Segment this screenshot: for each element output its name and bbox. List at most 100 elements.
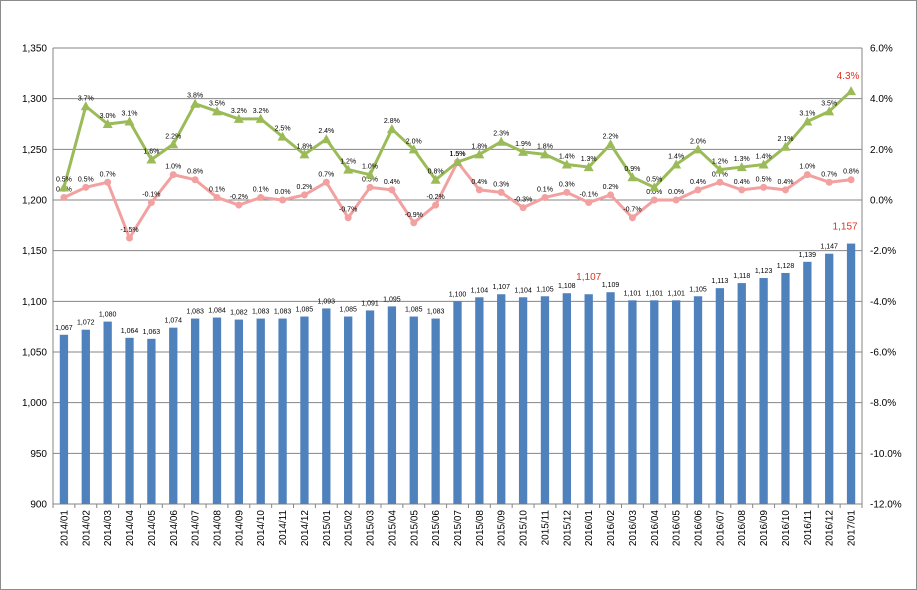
bar-data-label: 1,147 bbox=[820, 244, 838, 251]
triangle-marker bbox=[365, 169, 376, 179]
line-data-label: 0.7% bbox=[821, 171, 837, 178]
line-data-label: 3.7% bbox=[78, 95, 94, 102]
triangle-marker bbox=[168, 139, 179, 149]
triangle-marker bbox=[846, 86, 857, 96]
circle-marker bbox=[541, 193, 549, 201]
bar-data-label: 1,101 bbox=[646, 290, 664, 297]
line-data-label: 1.5% bbox=[450, 151, 466, 158]
line-data-label: 1.3% bbox=[581, 156, 597, 163]
right-axis-tick-label: 2.0% bbox=[870, 145, 893, 156]
line-data-label: 0.4% bbox=[734, 179, 750, 186]
line-data-label: 2.8% bbox=[384, 118, 400, 125]
line-data-label: 1.4% bbox=[668, 154, 684, 161]
x-axis-tick-label: 2016/12 bbox=[825, 510, 836, 547]
bar bbox=[409, 316, 418, 504]
triangle-marker bbox=[408, 144, 419, 154]
circle-marker bbox=[147, 199, 155, 207]
circle-marker bbox=[847, 176, 855, 184]
bar-data-label: 1,108 bbox=[558, 283, 576, 290]
bar bbox=[606, 292, 615, 504]
circle-marker bbox=[607, 191, 615, 199]
line-data-label: -0.1% bbox=[142, 192, 160, 199]
bar bbox=[497, 294, 506, 504]
bar bbox=[693, 296, 703, 504]
bar-data-label: 1,085 bbox=[339, 307, 357, 314]
line-data-label: -0.7% bbox=[339, 207, 357, 214]
right-axis-tick-label: -6.0% bbox=[870, 348, 896, 359]
line-data-label: 3.1% bbox=[799, 110, 815, 117]
bar-data-label: 1,067 bbox=[55, 325, 73, 332]
bar-data-label: 1,064 bbox=[121, 328, 139, 335]
x-axis-tick-label: 2016/01 bbox=[584, 510, 595, 547]
line-data-label: -1.5% bbox=[120, 227, 138, 234]
line-data-label: -0.2% bbox=[230, 194, 248, 201]
bar-data-label: 1,105 bbox=[536, 286, 554, 293]
left-axis-tick-label: 950 bbox=[30, 449, 47, 460]
line-data-label: 1.8% bbox=[471, 143, 487, 150]
circle-marker bbox=[497, 188, 505, 196]
x-axis-tick-label: 2015/07 bbox=[453, 510, 464, 547]
line-data-label: 0.1% bbox=[253, 186, 269, 193]
bar bbox=[147, 338, 156, 504]
bar bbox=[628, 300, 637, 504]
circle-marker bbox=[519, 204, 527, 212]
x-axis-tick-label: 2014/04 bbox=[125, 510, 136, 547]
line-data-label: 1.0% bbox=[362, 164, 378, 171]
bar bbox=[540, 296, 550, 504]
bar bbox=[81, 329, 90, 504]
triangle-marker bbox=[452, 157, 463, 166]
line-data-label: 2.0% bbox=[690, 138, 706, 145]
triangle-marker bbox=[124, 116, 135, 126]
circle-marker bbox=[191, 176, 199, 184]
left-axis-tick-label: 1,150 bbox=[22, 246, 47, 257]
triangle-marker bbox=[496, 136, 507, 146]
bar-data-label: 1,107 bbox=[492, 284, 510, 291]
left-axis-tick-label: 1,050 bbox=[22, 348, 47, 359]
line-data-label: 3.2% bbox=[253, 108, 269, 115]
triangle-marker bbox=[386, 124, 397, 134]
bar-data-label: 1,074 bbox=[164, 318, 182, 325]
x-axis-tick-label: 2016/09 bbox=[759, 510, 770, 547]
x-axis-tick-label: 2016/11 bbox=[803, 510, 814, 546]
bar bbox=[518, 297, 528, 504]
line-data-label: 0.1% bbox=[537, 186, 553, 193]
triangle-marker bbox=[627, 172, 638, 182]
circle-marker bbox=[738, 186, 746, 194]
triangle-marker bbox=[780, 141, 791, 151]
line-data-label: 0.0% bbox=[275, 189, 291, 196]
bar-data-label: 1,072 bbox=[77, 320, 95, 327]
right-axis-tick-label: -2.0% bbox=[870, 246, 896, 257]
line-data-label: 0.5% bbox=[56, 176, 72, 183]
triangle-marker bbox=[102, 119, 113, 128]
line-data-label: 0.2% bbox=[296, 184, 312, 191]
circle-marker bbox=[366, 183, 374, 191]
line-data-label: 3.5% bbox=[209, 100, 225, 107]
x-axis-tick-label: 2014/01 bbox=[59, 510, 70, 547]
left-axis-tick-label: 1,200 bbox=[22, 196, 47, 207]
x-axis-tick-label: 2015/08 bbox=[475, 510, 486, 547]
line-data-label-highlight: 4.3% bbox=[837, 71, 860, 82]
circle-marker bbox=[213, 193, 221, 201]
circle-marker bbox=[322, 178, 330, 186]
bar-data-label-highlight: 1,157 bbox=[833, 222, 858, 233]
bar bbox=[650, 300, 659, 504]
bar-data-label: 1,123 bbox=[755, 268, 773, 275]
series-line bbox=[62, 89, 853, 189]
line-data-label: 1.9% bbox=[515, 141, 531, 148]
circle-marker bbox=[257, 193, 265, 201]
bar-data-label: 1,083 bbox=[274, 309, 292, 316]
line-data-label: 0.2% bbox=[603, 184, 619, 191]
x-axis-tick-label: 2014/07 bbox=[191, 510, 202, 547]
triangle-marker bbox=[671, 159, 682, 169]
line-data-label: 0.3% bbox=[559, 181, 575, 188]
circle-marker bbox=[60, 193, 68, 201]
left-axis-tick-label: 900 bbox=[30, 500, 47, 511]
bar bbox=[846, 243, 856, 504]
circle-marker bbox=[388, 186, 396, 194]
bar-data-label: 1,128 bbox=[777, 263, 795, 270]
x-axis-tick-label: 2015/02 bbox=[344, 510, 355, 547]
x-axis-tick-label: 2016/08 bbox=[737, 510, 748, 547]
x-axis-tick-label: 2015/03 bbox=[366, 510, 377, 547]
x-axis-tick-label: 2014/06 bbox=[169, 510, 180, 547]
